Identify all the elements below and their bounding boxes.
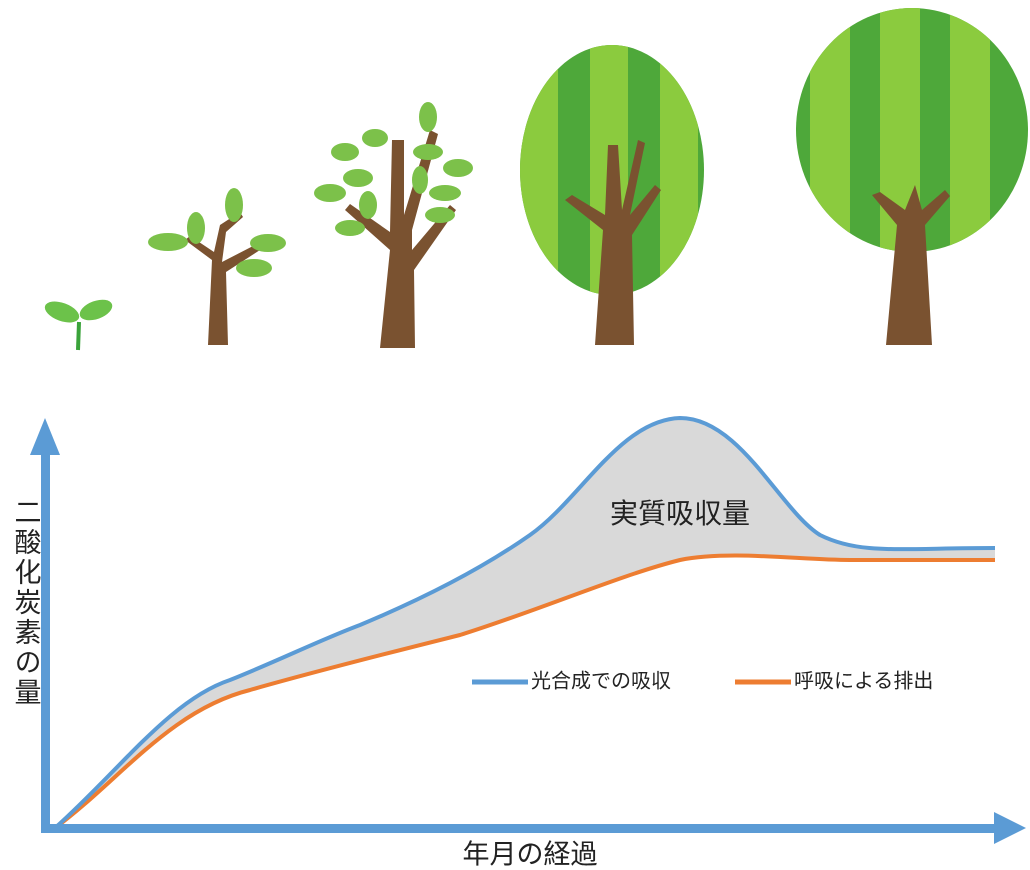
seedling xyxy=(44,299,113,351)
photosynthesis-curve xyxy=(53,415,996,830)
respiration-curve xyxy=(53,553,995,830)
axes xyxy=(30,418,1026,844)
small-tree xyxy=(148,188,286,345)
tree-illustrations xyxy=(44,8,1028,351)
legend: 光合成での吸収 呼吸による排出 xyxy=(472,669,933,693)
largest-tree xyxy=(796,8,1028,345)
large-tree xyxy=(520,45,704,345)
net-absorption-area xyxy=(55,418,995,828)
area-label: 実質吸収量 xyxy=(610,497,750,530)
legend-label: 呼吸による排出 xyxy=(794,669,933,693)
medium-tree xyxy=(314,102,473,348)
x-axis-label: 年月の経過 xyxy=(463,840,598,870)
y-axis-label: 二酸化炭素の量 xyxy=(10,498,42,708)
legend-label: 光合成での吸収 xyxy=(531,669,671,693)
